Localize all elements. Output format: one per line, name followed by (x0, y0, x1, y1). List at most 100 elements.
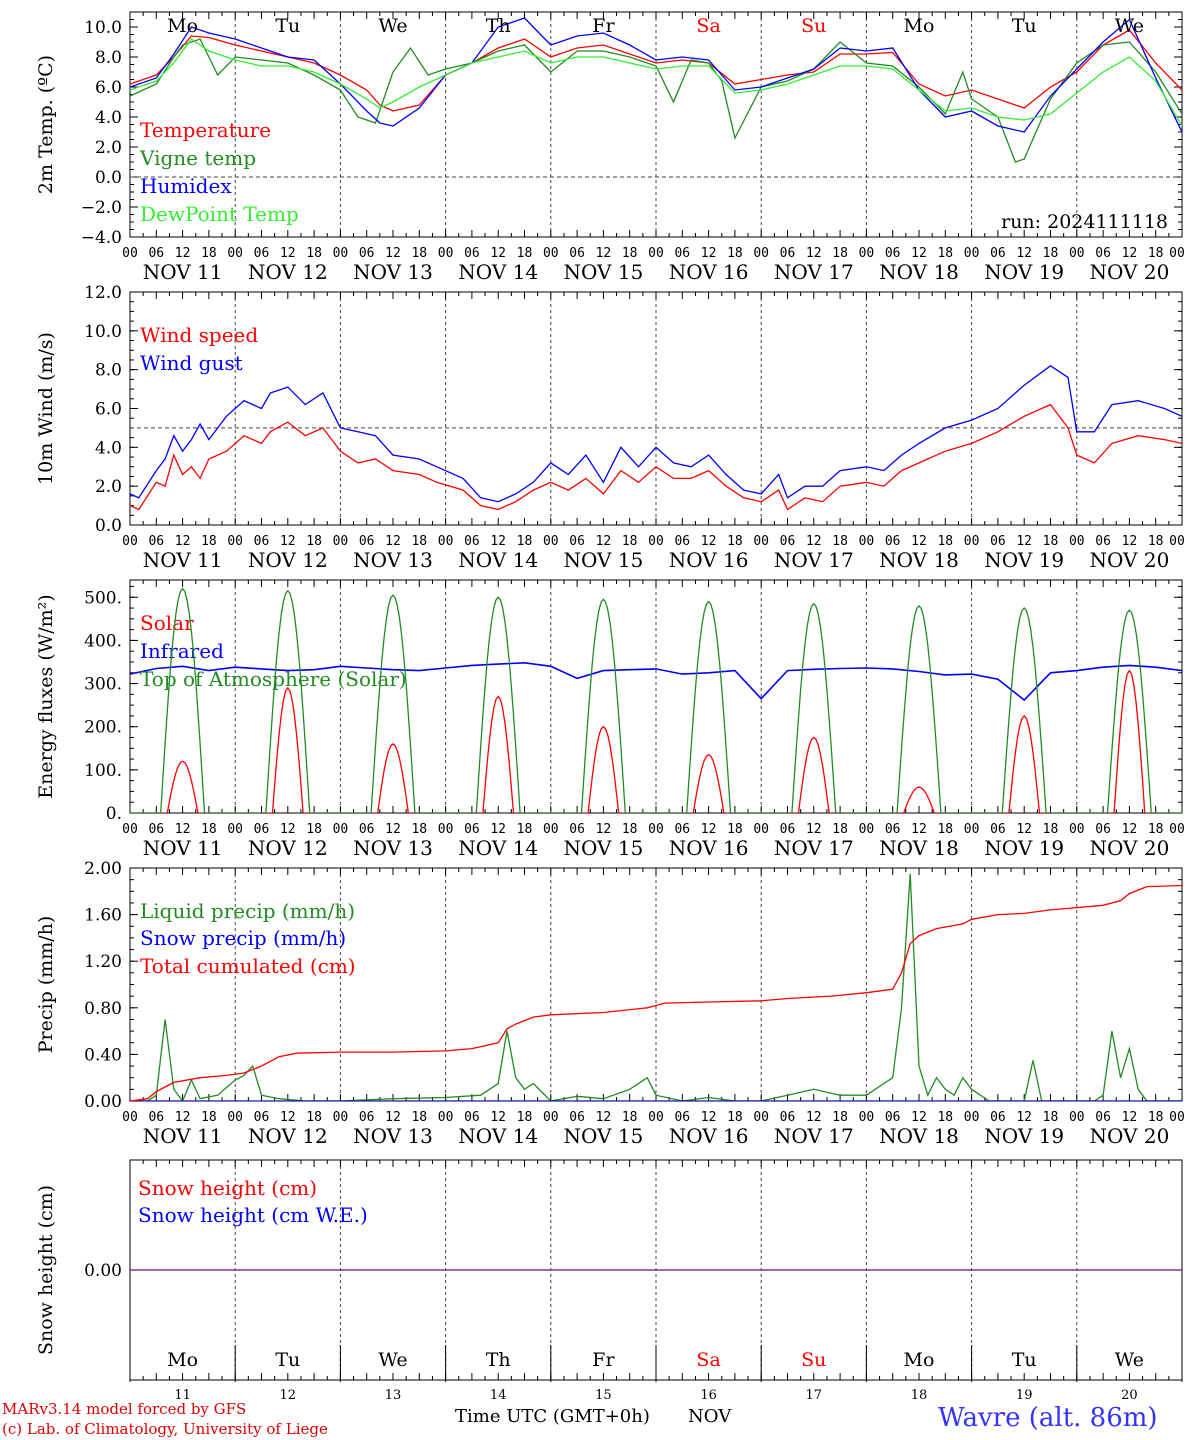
hour-tick-label: 00 (333, 246, 349, 261)
hour-tick-label: 18 (1148, 822, 1164, 837)
hour-tick-label: 12 (806, 1110, 822, 1125)
run-label: run: 2024111118 (1001, 211, 1168, 233)
day-number-label: 19 (1016, 1388, 1033, 1403)
hour-tick-label: 18 (201, 534, 217, 549)
hour-tick-label: 06 (1095, 534, 1111, 549)
hour-tick-label: 06 (674, 1110, 690, 1125)
date-label: NOV 17 (774, 548, 854, 572)
date-label: NOV 11 (143, 836, 223, 860)
hour-tick-label: 12 (596, 1110, 612, 1125)
hour-tick-label: 06 (359, 822, 375, 837)
hour-tick-label: 06 (990, 1110, 1006, 1125)
date-label: NOV 12 (248, 260, 328, 284)
series-line-wind-1 (130, 365, 1182, 503)
hour-tick-label: 18 (937, 246, 953, 261)
legend-entry: Infrared (140, 639, 224, 663)
day-name-top: Fr (592, 15, 615, 37)
y-tick-label: 6.0 (95, 400, 122, 420)
hour-tick-label: 12 (280, 534, 296, 549)
hour-tick-label: 00 (648, 246, 664, 261)
legend-entry: Total cumulated (cm) (140, 954, 356, 978)
station-label: Wavre (alt. 86m) (938, 1403, 1158, 1433)
hour-tick-label: 18 (832, 1110, 848, 1125)
hour-tick-label: 00 (122, 246, 138, 261)
hour-tick-label: 06 (569, 822, 585, 837)
day-name-top: We (1115, 15, 1144, 37)
day-number-label: 17 (806, 1388, 823, 1403)
hour-tick-label: 06 (359, 1110, 375, 1125)
day-name-top: Tu (1012, 15, 1037, 37)
day-number-label: 18 (911, 1388, 928, 1403)
y-tick-label: 0. (106, 804, 122, 824)
hour-tick-label: 00 (122, 534, 138, 549)
hour-tick-label: 00 (1069, 822, 1085, 837)
date-label: NOV 18 (879, 548, 959, 572)
y-tick-label: 12.0 (84, 283, 122, 303)
hour-tick-label: 12 (596, 822, 612, 837)
day-name-top: Sa (696, 15, 720, 37)
date-label: NOV 15 (564, 1124, 644, 1148)
day-number-label: 20 (1121, 1388, 1138, 1403)
hour-tick-label: 12 (701, 822, 717, 837)
hour-tick-label: 00 (1069, 534, 1085, 549)
hour-tick-label: 06 (148, 534, 164, 549)
hour-tick-label: 00 (227, 534, 243, 549)
hour-tick-label: 00 (753, 246, 769, 261)
y-tick-label: 0.0 (95, 516, 122, 536)
hour-tick-label: 18 (306, 534, 322, 549)
hour-tick-label: 12 (385, 246, 401, 261)
hour-tick-label: 06 (885, 822, 901, 837)
legend-entry: Snow precip (mm/h) (140, 926, 346, 950)
hour-tick-label: 00 (543, 1110, 559, 1125)
legend-entry: DewPoint Temp (140, 202, 299, 226)
hour-tick-label: 00 (438, 534, 454, 549)
hour-tick-label: 12 (385, 1110, 401, 1125)
hour-tick-label: 12 (1016, 1110, 1032, 1125)
y-tick-label: 400. (84, 631, 122, 651)
hour-tick-label: 18 (1043, 246, 1059, 261)
hour-tick-label: 06 (674, 246, 690, 261)
date-label: NOV 20 (1090, 260, 1170, 284)
hour-tick-label: 18 (411, 246, 427, 261)
day-number-label: 14 (490, 1388, 507, 1403)
date-label: NOV 16 (669, 1124, 749, 1148)
y-tick-label: 0.80 (84, 999, 122, 1019)
hour-tick-label: 00 (333, 534, 349, 549)
hour-tick-label: 18 (306, 1110, 322, 1125)
y-axis-label: Snow height (cm) (35, 1185, 57, 1355)
y-axis-label: Precip (mm/h) (35, 916, 57, 1054)
hour-tick-label: 12 (280, 822, 296, 837)
hour-tick-label: 12 (806, 534, 822, 549)
hour-tick-label: 00 (438, 1110, 454, 1125)
y-tick-label: 8.0 (95, 361, 122, 381)
hour-tick-label: 12 (596, 246, 612, 261)
hour-tick-label: 12 (911, 534, 927, 549)
hour-tick-label: 00 (753, 534, 769, 549)
day-name-bottom: Mo (167, 1349, 198, 1371)
hour-tick-label: 00 (1169, 822, 1185, 837)
hour-tick-label: 00 (964, 534, 980, 549)
date-label: NOV 14 (458, 548, 538, 572)
legend-entry: Vigne temp (139, 146, 256, 170)
hour-tick-label: 00 (964, 1110, 980, 1125)
y-tick-label: 0.0 (95, 168, 122, 188)
hour-tick-label: 06 (1095, 822, 1111, 837)
y-tick-label: 300. (84, 675, 122, 695)
hour-tick-label: 06 (464, 1110, 480, 1125)
hour-tick-label: 06 (1095, 1110, 1111, 1125)
date-label: NOV 15 (564, 548, 644, 572)
hour-tick-label: 12 (175, 534, 191, 549)
lab-credit-line: (c) Lab. of Climatology, University of L… (2, 1420, 328, 1438)
hour-tick-label: 06 (464, 534, 480, 549)
series-line-energy-1 (130, 661, 1182, 702)
date-label: NOV 15 (564, 836, 644, 860)
hour-tick-label: 12 (1122, 534, 1138, 549)
hour-tick-label: 00 (648, 534, 664, 549)
hour-tick-label: 00 (964, 822, 980, 837)
month-label: NOV (688, 1406, 732, 1427)
day-name-bottom: Tu (1012, 1349, 1037, 1371)
hour-tick-label: 12 (175, 822, 191, 837)
hour-tick-label: 18 (937, 534, 953, 549)
hour-tick-label: 06 (990, 534, 1006, 549)
